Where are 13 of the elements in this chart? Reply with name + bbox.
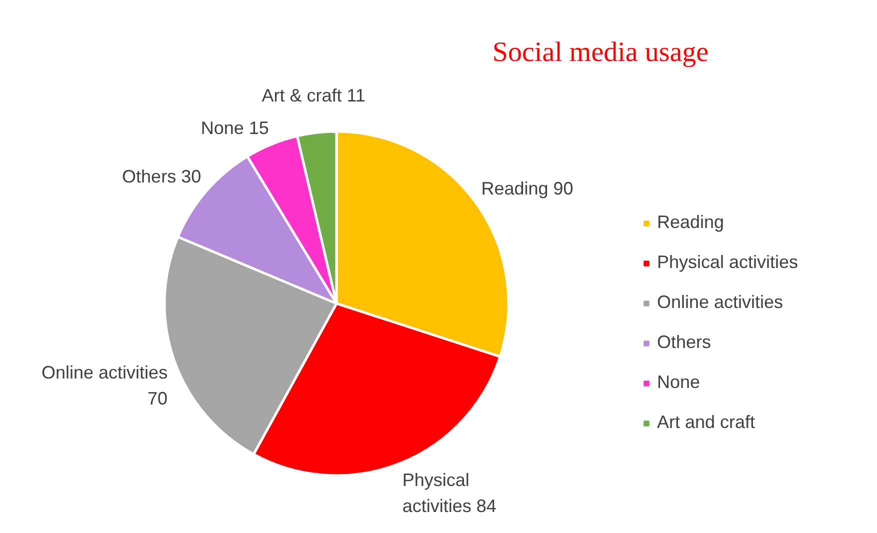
legend-label: Online activities	[657, 292, 784, 313]
legend-label: None	[657, 372, 700, 393]
data-label: Reading 90	[481, 178, 574, 198]
data-label: Art & craft 11	[262, 85, 366, 106]
data-label: Physical activities 84	[402, 470, 496, 516]
legend-label: Others	[657, 332, 712, 353]
data-label: Others 30	[122, 166, 202, 187]
data-label: None 15	[200, 118, 269, 138]
legend-label: Reading	[657, 212, 724, 233]
legend-label: Physical activities	[657, 252, 798, 273]
chart-title: Social media usage	[492, 37, 709, 68]
data-label: Online activities 70	[42, 362, 168, 408]
legend-label: Art and craft	[657, 412, 756, 433]
